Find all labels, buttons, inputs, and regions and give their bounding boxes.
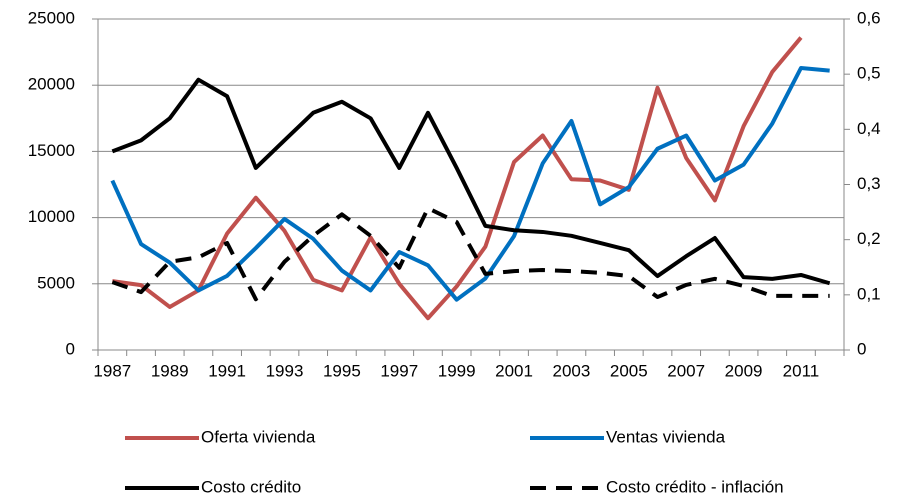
- series-line: [112, 36, 803, 321]
- y-tick-label: 5000: [37, 273, 75, 292]
- legend-label: Ventas vivienda: [606, 427, 726, 446]
- x-tick-label: 1999: [438, 361, 476, 380]
- y-tick-label: 15000: [28, 141, 75, 160]
- y2-tick-label: 0,3: [857, 174, 881, 193]
- series-line: [111, 77, 831, 286]
- y2-tick-label: 0,5: [857, 64, 881, 83]
- y2-tick-label: 0: [857, 339, 866, 358]
- x-tick-label: 2009: [725, 361, 763, 380]
- series-line: [111, 206, 830, 302]
- x-tick-label: 2003: [553, 361, 591, 380]
- legend-label: Costo crédito - inflación: [606, 477, 784, 496]
- x-tick-label: 1997: [380, 361, 418, 380]
- series-line: [110, 65, 830, 302]
- legend-label: Costo crédito: [201, 477, 301, 496]
- y2-tick-label: 0,6: [857, 8, 881, 27]
- y-tick-label: 20000: [28, 75, 75, 94]
- x-tick-label: 1995: [323, 361, 361, 380]
- x-tick-label: 1989: [151, 361, 189, 380]
- y-tick-label: 25000: [28, 8, 75, 27]
- x-tick-label: 2007: [667, 361, 705, 380]
- x-tick-label: 1993: [266, 361, 304, 380]
- y2-tick-label: 0,4: [857, 119, 881, 138]
- y2-tick-label: 0,2: [857, 229, 881, 248]
- y2-tick-label: 0,1: [857, 284, 881, 303]
- x-tick-label: 2001: [495, 361, 533, 380]
- x-tick-label: 2005: [610, 361, 648, 380]
- x-tick-label: 1987: [93, 361, 131, 380]
- legend-label: Oferta vivienda: [201, 427, 316, 446]
- y-tick-label: 10000: [28, 207, 75, 226]
- y-tick-label: 0: [66, 339, 75, 358]
- x-tick-label: 2011: [783, 361, 820, 380]
- x-tick-label: 1991: [208, 361, 246, 380]
